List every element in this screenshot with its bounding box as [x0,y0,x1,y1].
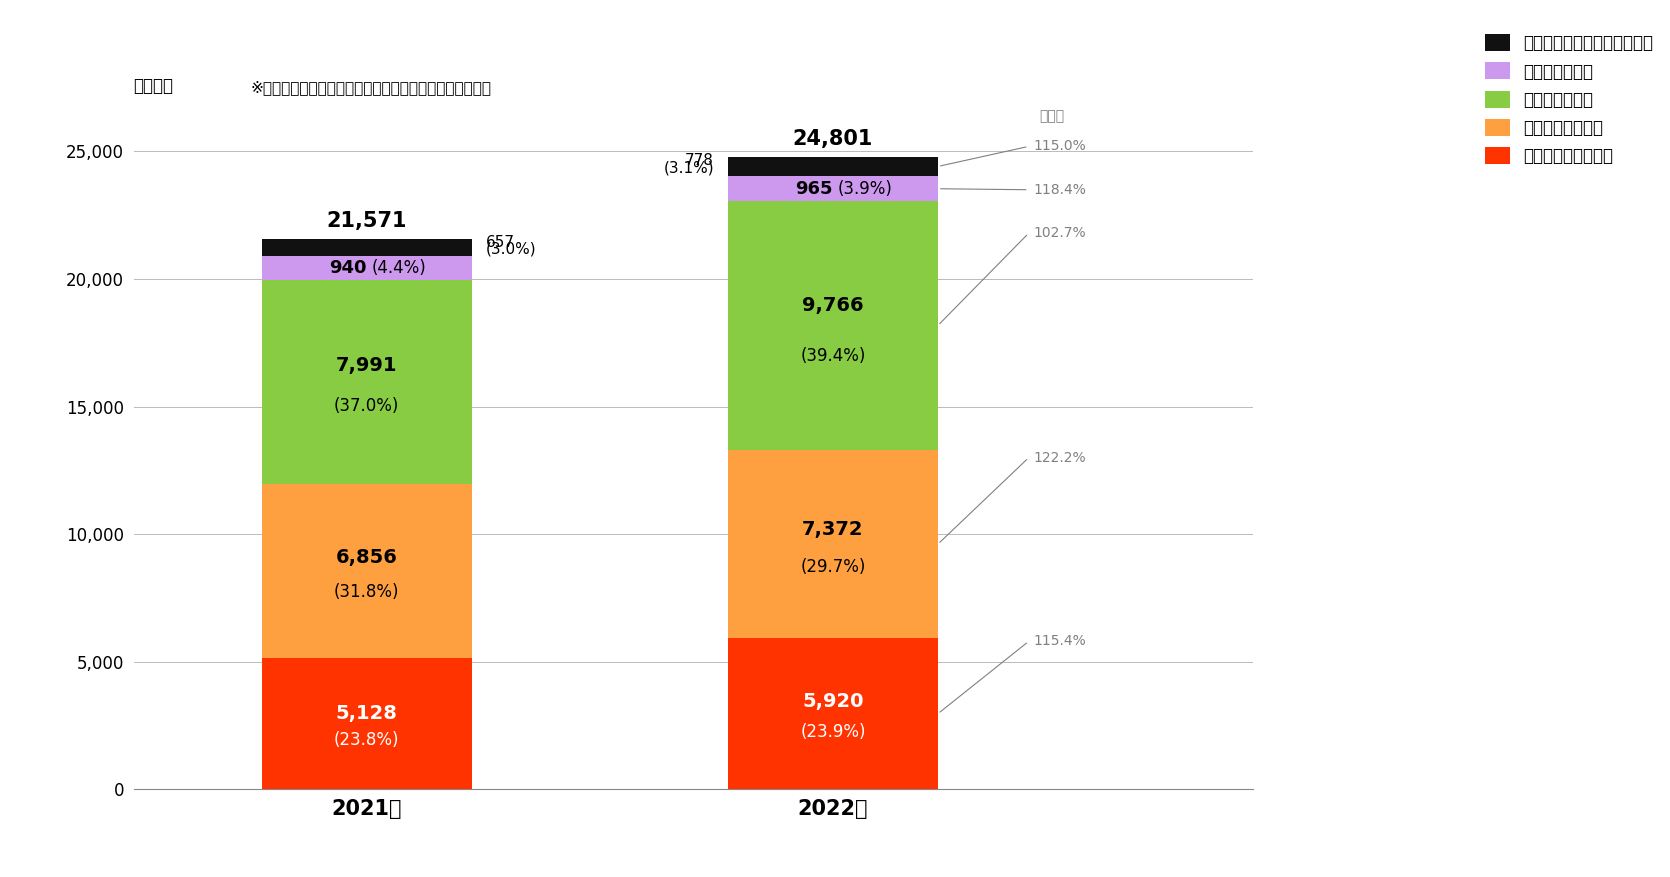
Text: (29.7%): (29.7%) [800,558,865,576]
Text: 前年比: 前年比 [1039,109,1064,123]
Bar [728,201,939,450]
Text: 115.0%: 115.0% [1034,139,1086,153]
Text: 122.2%: 122.2% [1034,451,1086,465]
Bar [262,280,471,483]
Text: 965: 965 [795,180,833,197]
Bar [262,256,471,280]
Text: 7,372: 7,372 [802,520,863,538]
Text: (3.1%): (3.1%) [663,161,715,176]
Text: 5,128: 5,128 [336,704,397,723]
Legend: その他のインターネット広告, 成果報酬型広告, 検索連動型広告, ディスプレイ広告, ビデオ（動画）広告: その他のインターネット広告, 成果報酬型広告, 検索連動型広告, ディスプレイ広… [1476,26,1662,174]
Text: 5,920: 5,920 [802,692,863,711]
Text: ※（　）内は、インターネット広告媒体費に占める構成比: ※（ ）内は、インターネット広告媒体費に占める構成比 [250,81,491,96]
Bar [728,450,939,638]
Text: (23.9%): (23.9%) [800,723,865,741]
Text: 657: 657 [486,235,514,250]
Text: 9,766: 9,766 [802,296,863,315]
Text: 21,571: 21,571 [326,211,407,232]
Bar [728,176,939,201]
Bar [262,659,471,789]
Text: 118.4%: 118.4% [1034,182,1086,196]
Text: 940: 940 [329,259,367,276]
Text: 115.4%: 115.4% [1034,634,1086,648]
Bar [262,239,471,256]
Bar [728,157,939,176]
Text: 6,856: 6,856 [336,547,397,567]
Bar [728,638,939,789]
Text: (31.8%): (31.8%) [334,583,399,601]
Text: (3.9%): (3.9%) [838,180,892,197]
Text: 7,991: 7,991 [336,356,397,374]
Text: (3.0%): (3.0%) [486,241,536,256]
Bar [262,483,471,659]
Text: (37.0%): (37.0%) [334,397,399,415]
Text: (23.8%): (23.8%) [334,731,399,749]
Text: 102.7%: 102.7% [1034,226,1086,240]
Text: （億円）: （億円） [134,77,174,96]
Text: 778: 778 [685,153,715,168]
Text: (39.4%): (39.4%) [800,346,865,365]
Text: (4.4%): (4.4%) [371,259,426,276]
Text: 24,801: 24,801 [793,129,873,149]
